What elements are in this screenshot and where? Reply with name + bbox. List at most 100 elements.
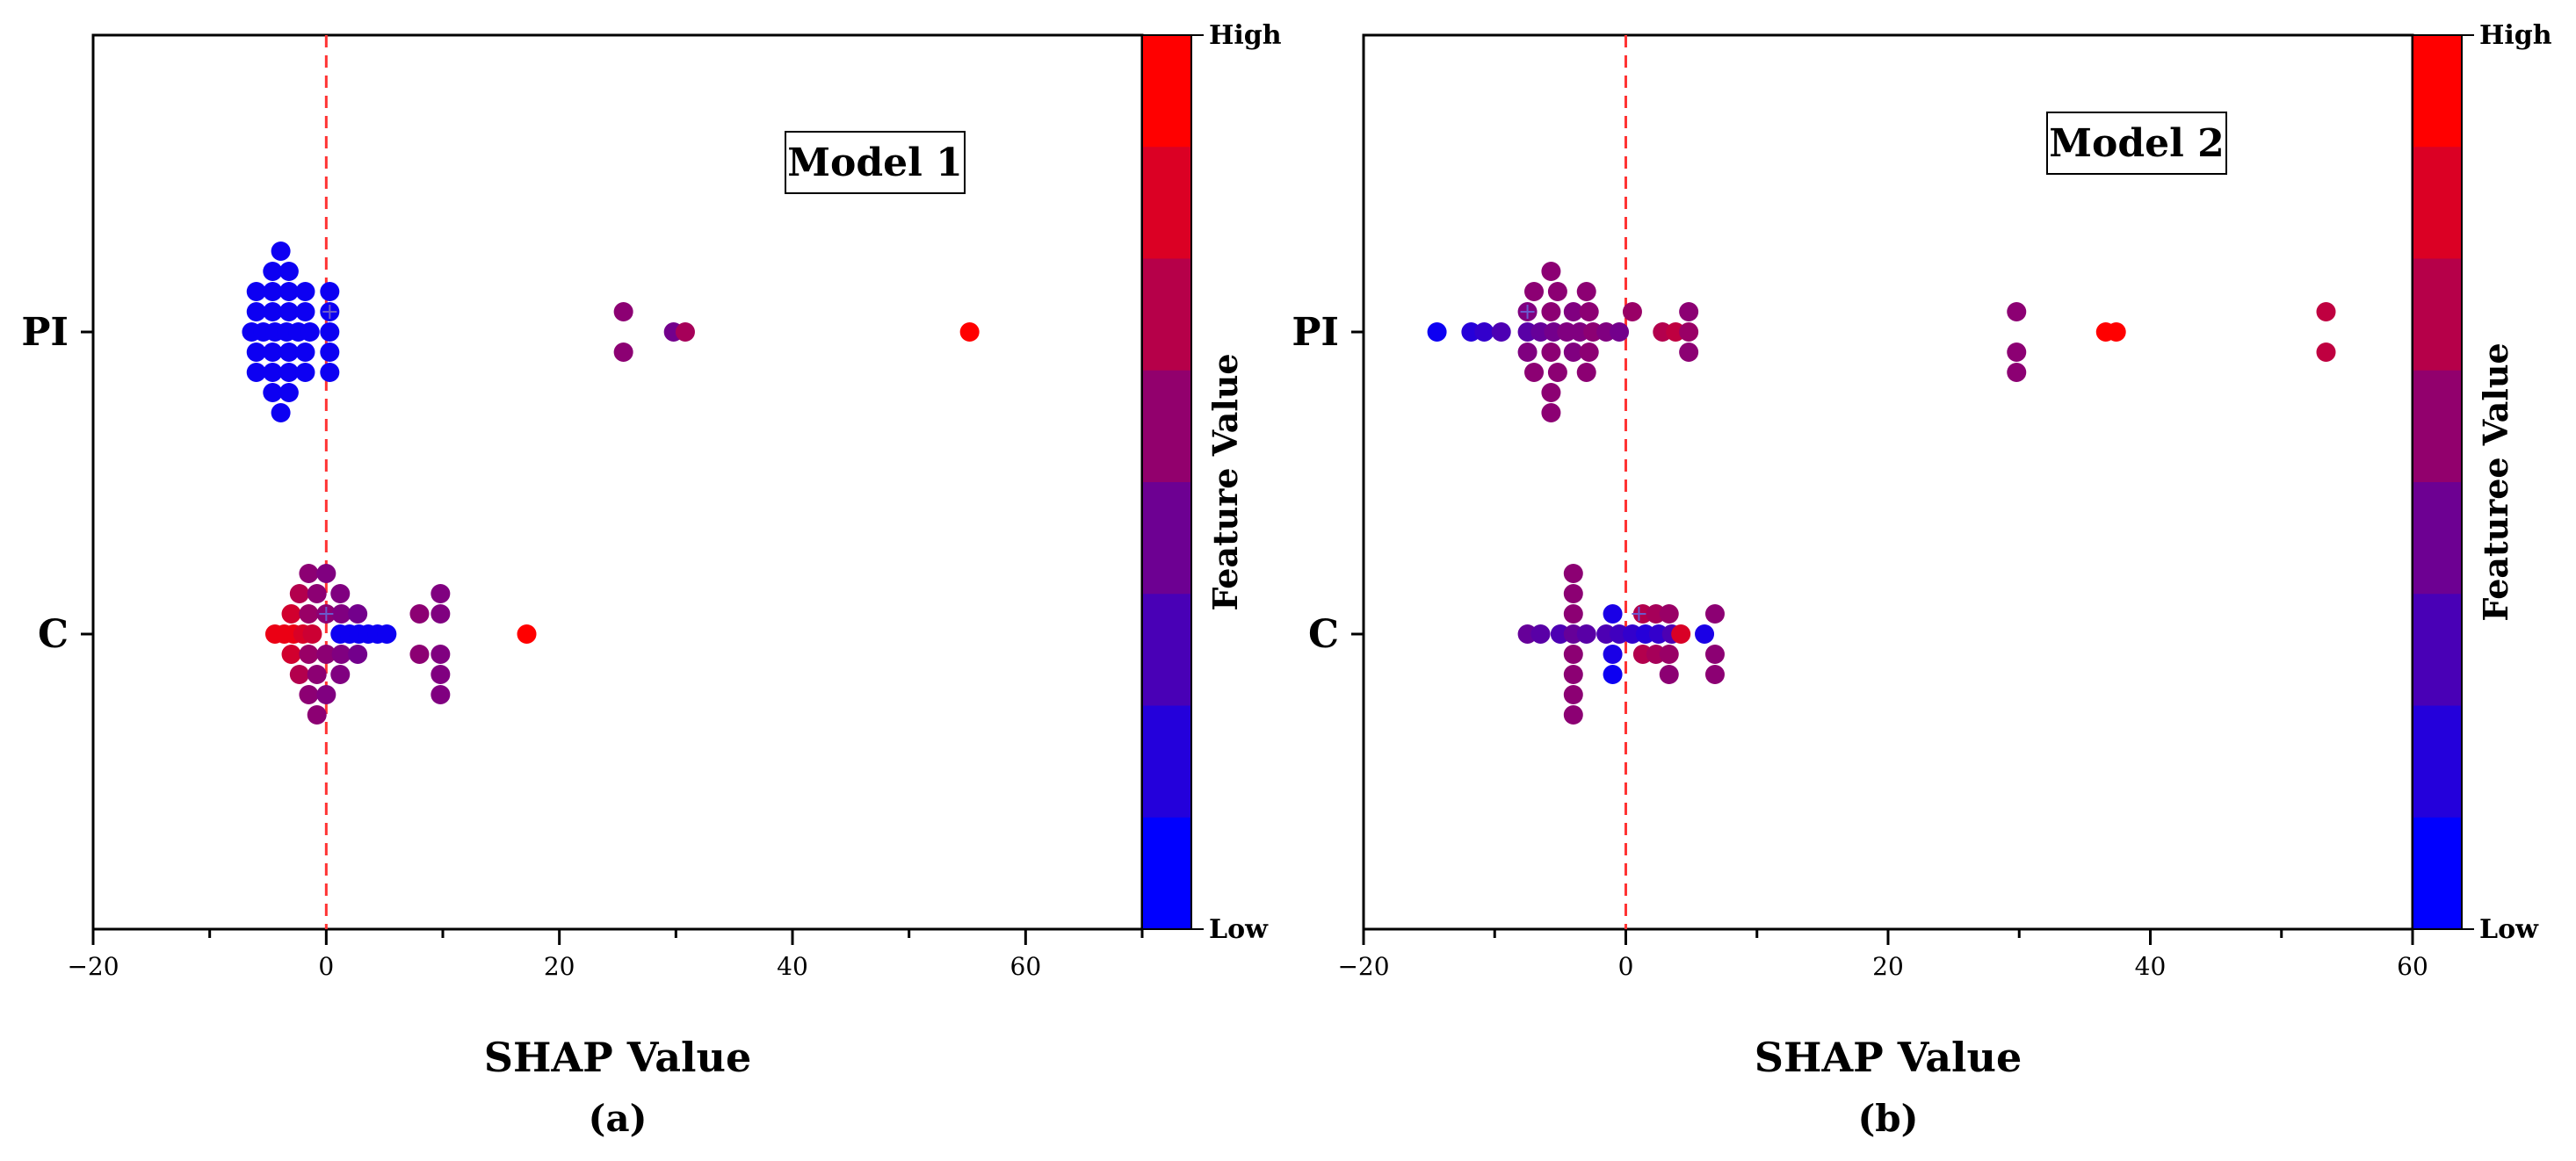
- data-point-pi: [263, 282, 283, 301]
- colorbar-frame: [2412, 34, 2463, 930]
- mean-marker-pi: [322, 305, 337, 319]
- data-point-pi: [1547, 282, 1567, 301]
- colorbar-band: [1142, 594, 1191, 706]
- data-point-pi: [1474, 322, 1494, 342]
- data-point-c: [1704, 665, 1725, 684]
- data-point-c: [348, 645, 368, 664]
- x-tick-labels-a: −20 0 20 40 60: [67, 952, 1041, 981]
- colorbar-a: [1141, 34, 1204, 930]
- data-point-pi: [263, 343, 283, 362]
- data-point-pi: [1579, 302, 1599, 321]
- data-point-pi: [320, 282, 340, 301]
- data-point-c: [307, 584, 327, 603]
- data-point-pi: [1517, 343, 1538, 362]
- data-point-c: [1659, 645, 1679, 664]
- data-point-pi: [1491, 322, 1511, 342]
- colorbar-title-a: Feature Value: [1205, 353, 1245, 610]
- category-label-c: C: [1308, 612, 1339, 657]
- points-b: [1427, 262, 2336, 725]
- data-point-c: [1563, 685, 1583, 704]
- data-point-pi: [1563, 302, 1583, 321]
- data-point-pi: [1679, 322, 1699, 342]
- data-point-c: [331, 645, 351, 664]
- colorbar-band: [1142, 258, 1191, 371]
- colorbar-frame: [1141, 34, 1192, 930]
- data-point-c: [1671, 624, 1691, 644]
- data-point-c: [316, 564, 336, 583]
- data-point-pi: [271, 242, 291, 261]
- data-point-c: [330, 665, 351, 684]
- data-point-c: [431, 604, 451, 624]
- data-point-c: [1695, 624, 1715, 644]
- colorbar-band: [2413, 705, 2462, 818]
- colorbar-high-label-b: High: [2479, 20, 2552, 51]
- model-label-a: Model 1: [787, 141, 962, 185]
- colorbar-band: [2413, 482, 2462, 595]
- data-point-c: [307, 665, 327, 684]
- data-point-c: [316, 645, 336, 664]
- data-point-pi: [246, 282, 266, 301]
- data-point-c: [1659, 604, 1679, 624]
- data-point-pi: [279, 383, 299, 402]
- data-point-c: [1563, 645, 1583, 664]
- panel-b: −20 0 20 40 60 PI C Model 2 SHAP Value (…: [1292, 20, 2551, 1140]
- colorbar-band: [1142, 705, 1191, 818]
- data-point-c: [289, 665, 309, 684]
- data-point-pi: [2007, 343, 2027, 362]
- data-point-c: [348, 604, 368, 624]
- data-point-c: [299, 564, 319, 583]
- data-point-pi: [2007, 363, 2027, 382]
- data-point-pi: [613, 302, 633, 321]
- colorbar-band: [1142, 147, 1191, 259]
- colorbar-high-label-a: High: [1209, 20, 1282, 51]
- data-point-pi: [1576, 363, 1596, 382]
- model-label-box-b: [2046, 112, 2227, 175]
- colorbar-b: [2412, 34, 2474, 930]
- data-point-pi: [1563, 343, 1583, 362]
- data-point-c: [331, 604, 351, 624]
- data-point-c: [409, 645, 430, 664]
- data-point-pi: [675, 322, 695, 342]
- data-point-c: [299, 685, 319, 704]
- data-point-pi: [1524, 282, 1545, 301]
- x-axis-title-b: SHAP Value: [1755, 1034, 2022, 1081]
- data-point-pi: [279, 262, 299, 281]
- colorbar-band: [1142, 35, 1191, 148]
- data-point-pi: [320, 343, 340, 362]
- data-point-pi: [295, 302, 315, 321]
- data-point-c: [299, 645, 319, 664]
- colorbar-band: [2413, 258, 2462, 371]
- data-point-pi: [959, 322, 980, 342]
- data-point-pi: [613, 343, 633, 362]
- category-label-pi: PI: [1292, 310, 1339, 355]
- data-point-pi: [1679, 302, 1699, 321]
- mean-marker-pi: [1520, 305, 1535, 319]
- data-point-c: [1563, 564, 1583, 583]
- data-point-pi: [263, 363, 283, 382]
- mean-marker-c: [319, 607, 334, 621]
- category-label-c: C: [38, 612, 69, 657]
- data-point-pi: [1610, 322, 1630, 342]
- colorbar-band: [1142, 482, 1191, 595]
- data-point-pi: [1541, 343, 1561, 362]
- colorbar-low-label-a: Low: [1209, 914, 1269, 945]
- data-point-pi: [1622, 302, 1642, 321]
- data-point-c: [289, 584, 309, 603]
- model-label-box-a: [785, 131, 966, 194]
- data-point-pi: [1547, 363, 1567, 382]
- data-point-c: [377, 624, 397, 644]
- data-point-c: [307, 705, 327, 725]
- data-point-pi: [263, 262, 283, 281]
- colorbar-title-b: Featuree Value: [2476, 343, 2515, 621]
- data-point-c: [1576, 624, 1596, 644]
- data-point-pi: [2316, 343, 2336, 362]
- colorbar-low-label-b: Low: [2479, 914, 2539, 945]
- data-point-c: [299, 604, 319, 624]
- data-point-pi: [2106, 322, 2126, 342]
- panel-label-b: (b): [1857, 1097, 1918, 1140]
- data-point-pi: [2007, 302, 2027, 321]
- data-point-pi: [1427, 322, 1447, 342]
- x-tick-label: 40: [777, 952, 808, 981]
- data-point-pi: [271, 403, 291, 422]
- x-tick-label: −20: [1337, 952, 1389, 981]
